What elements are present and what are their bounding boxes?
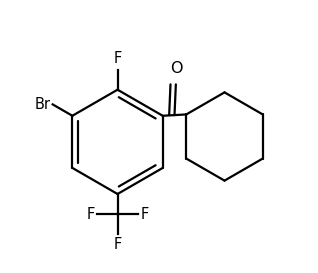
Text: F: F xyxy=(86,207,95,222)
Text: Br: Br xyxy=(35,97,51,112)
Text: F: F xyxy=(140,207,149,222)
Text: F: F xyxy=(114,237,122,252)
Text: O: O xyxy=(170,61,183,76)
Text: F: F xyxy=(114,51,122,66)
